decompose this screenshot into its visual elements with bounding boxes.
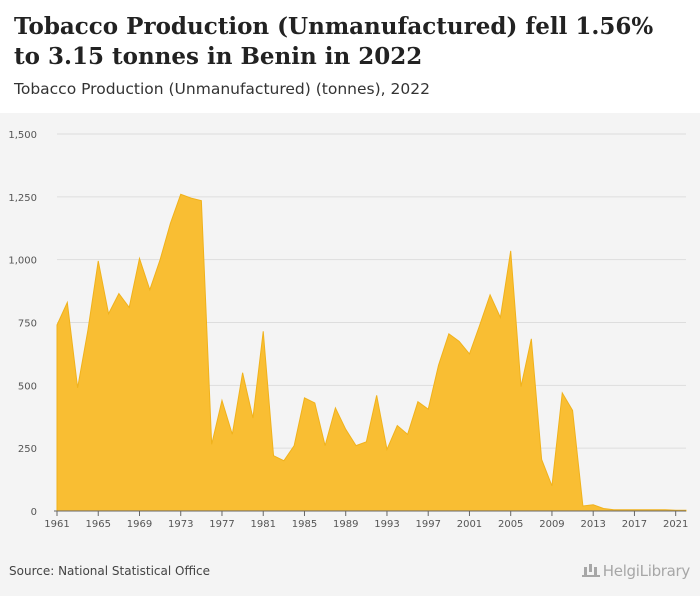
chart-subtitle: Tobacco Production (Unmanufactured) (ton…: [14, 80, 430, 98]
x-tick-label: 1977: [209, 519, 234, 530]
x-tick-label: 2017: [622, 519, 647, 530]
x-tick-label: 2001: [457, 519, 482, 530]
chart-title: Tobacco Production (Unmanufactured) fell…: [14, 13, 654, 70]
area-fill: [56, 193, 687, 512]
chart-header: Tobacco Production (Unmanufactured) fell…: [0, 0, 700, 113]
x-tick-label: 1997: [415, 519, 440, 530]
y-tick-label: 0: [31, 507, 37, 518]
series-area: [56, 193, 687, 512]
y-tick-label: 1,500: [8, 130, 37, 141]
y-tick-label: 750: [18, 319, 37, 330]
x-tick-label: 1985: [292, 519, 317, 530]
library-icon: [581, 561, 600, 577]
helgi-library-logo[interactable]: HelgiLibrary: [581, 561, 691, 580]
x-tick-label: 1961: [44, 519, 69, 530]
x-tick-label: 2021: [663, 519, 688, 530]
x-axis: 1961 1965 1969 1973 1977 1981 1985 1989 1993 1997…: [44, 510, 688, 530]
y-tick-label: 1,250: [8, 193, 37, 204]
x-tick-label: 1993: [374, 519, 399, 530]
y-tick-label: 1,000: [8, 256, 37, 267]
x-tick-label: 1969: [127, 519, 152, 530]
x-tick-label: 2013: [580, 519, 605, 530]
x-tick-label: 2005: [498, 519, 523, 530]
y-axis-ticks: 0 250 500 750 1,000 1,250 1,500: [8, 130, 37, 518]
y-tick-label: 500: [18, 381, 37, 392]
x-tick-label: 1989: [333, 519, 358, 530]
x-tick-label: 1965: [86, 519, 111, 530]
source-note: Source: National Statistical Office: [9, 564, 211, 578]
y-tick-label: 250: [18, 444, 37, 455]
x-tick-label: 1973: [168, 519, 193, 530]
x-tick-label: 1981: [251, 519, 276, 530]
logo-text: HelgiLibrary: [602, 562, 691, 580]
x-tick-label: 2009: [539, 519, 564, 530]
